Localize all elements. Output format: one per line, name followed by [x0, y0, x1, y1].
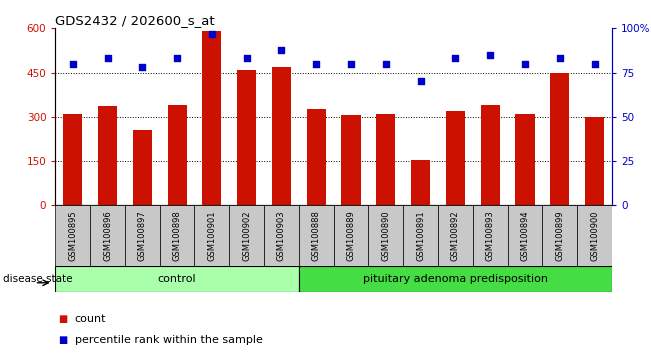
Point [311, 61, 322, 67]
Bar [307, 109, 326, 205]
Text: GSM100899: GSM100899 [555, 210, 564, 261]
Text: percentile rank within the sample: percentile rank within the sample [75, 335, 263, 345]
Bar [55, 205, 90, 266]
Bar [577, 205, 612, 266]
Point [68, 61, 78, 67]
Point [415, 79, 426, 84]
Bar [480, 105, 500, 205]
Text: GSM100893: GSM100893 [486, 210, 495, 261]
Point [519, 61, 530, 67]
Bar [516, 114, 534, 205]
Bar [159, 205, 195, 266]
Bar [542, 205, 577, 266]
Bar [299, 205, 333, 266]
Bar [272, 67, 291, 205]
Text: GSM100896: GSM100896 [103, 210, 112, 261]
Text: GSM100895: GSM100895 [68, 210, 77, 261]
Bar [438, 205, 473, 266]
Text: GSM100903: GSM100903 [277, 210, 286, 261]
Bar [202, 31, 221, 205]
Bar [342, 115, 361, 205]
Text: GSM100898: GSM100898 [173, 210, 182, 261]
Text: ■: ■ [59, 314, 68, 324]
Point [450, 56, 461, 61]
Bar [264, 205, 299, 266]
Bar [237, 70, 256, 205]
Text: GSM100900: GSM100900 [590, 210, 599, 261]
Point [346, 61, 356, 67]
Point [276, 47, 286, 52]
Bar [90, 205, 125, 266]
Text: GSM100890: GSM100890 [381, 210, 391, 261]
Bar [508, 205, 542, 266]
Bar [195, 205, 229, 266]
Text: pituitary adenoma predisposition: pituitary adenoma predisposition [363, 274, 548, 284]
Point [485, 52, 495, 58]
Text: GSM100901: GSM100901 [208, 210, 216, 261]
Text: GSM100891: GSM100891 [416, 210, 425, 261]
Bar [63, 114, 82, 205]
Text: disease state: disease state [3, 274, 73, 284]
Text: control: control [158, 274, 197, 284]
Bar [368, 205, 403, 266]
Bar [333, 205, 368, 266]
Bar [550, 73, 570, 205]
Bar [376, 114, 395, 205]
Bar [133, 130, 152, 205]
Text: GDS2432 / 202600_s_at: GDS2432 / 202600_s_at [55, 14, 215, 27]
Text: GSM100894: GSM100894 [520, 210, 529, 261]
Point [589, 61, 600, 67]
Bar [411, 160, 430, 205]
Bar [473, 205, 508, 266]
Point [102, 56, 113, 61]
Point [137, 64, 148, 70]
Text: GSM100897: GSM100897 [138, 210, 147, 261]
Point [555, 56, 565, 61]
Bar [98, 107, 117, 205]
Bar [125, 205, 159, 266]
Point [381, 61, 391, 67]
Point [242, 56, 252, 61]
Point [172, 56, 182, 61]
Bar [403, 205, 438, 266]
Text: GSM100902: GSM100902 [242, 210, 251, 261]
Bar [167, 105, 187, 205]
Bar [55, 266, 299, 292]
Text: ■: ■ [59, 335, 68, 345]
Text: count: count [75, 314, 106, 324]
Text: GSM100892: GSM100892 [451, 210, 460, 261]
Bar [585, 117, 604, 205]
Text: GSM100889: GSM100889 [346, 210, 355, 261]
Text: GSM100888: GSM100888 [312, 210, 321, 261]
Bar [446, 111, 465, 205]
Point [206, 31, 217, 36]
Bar [229, 205, 264, 266]
Bar [299, 266, 612, 292]
